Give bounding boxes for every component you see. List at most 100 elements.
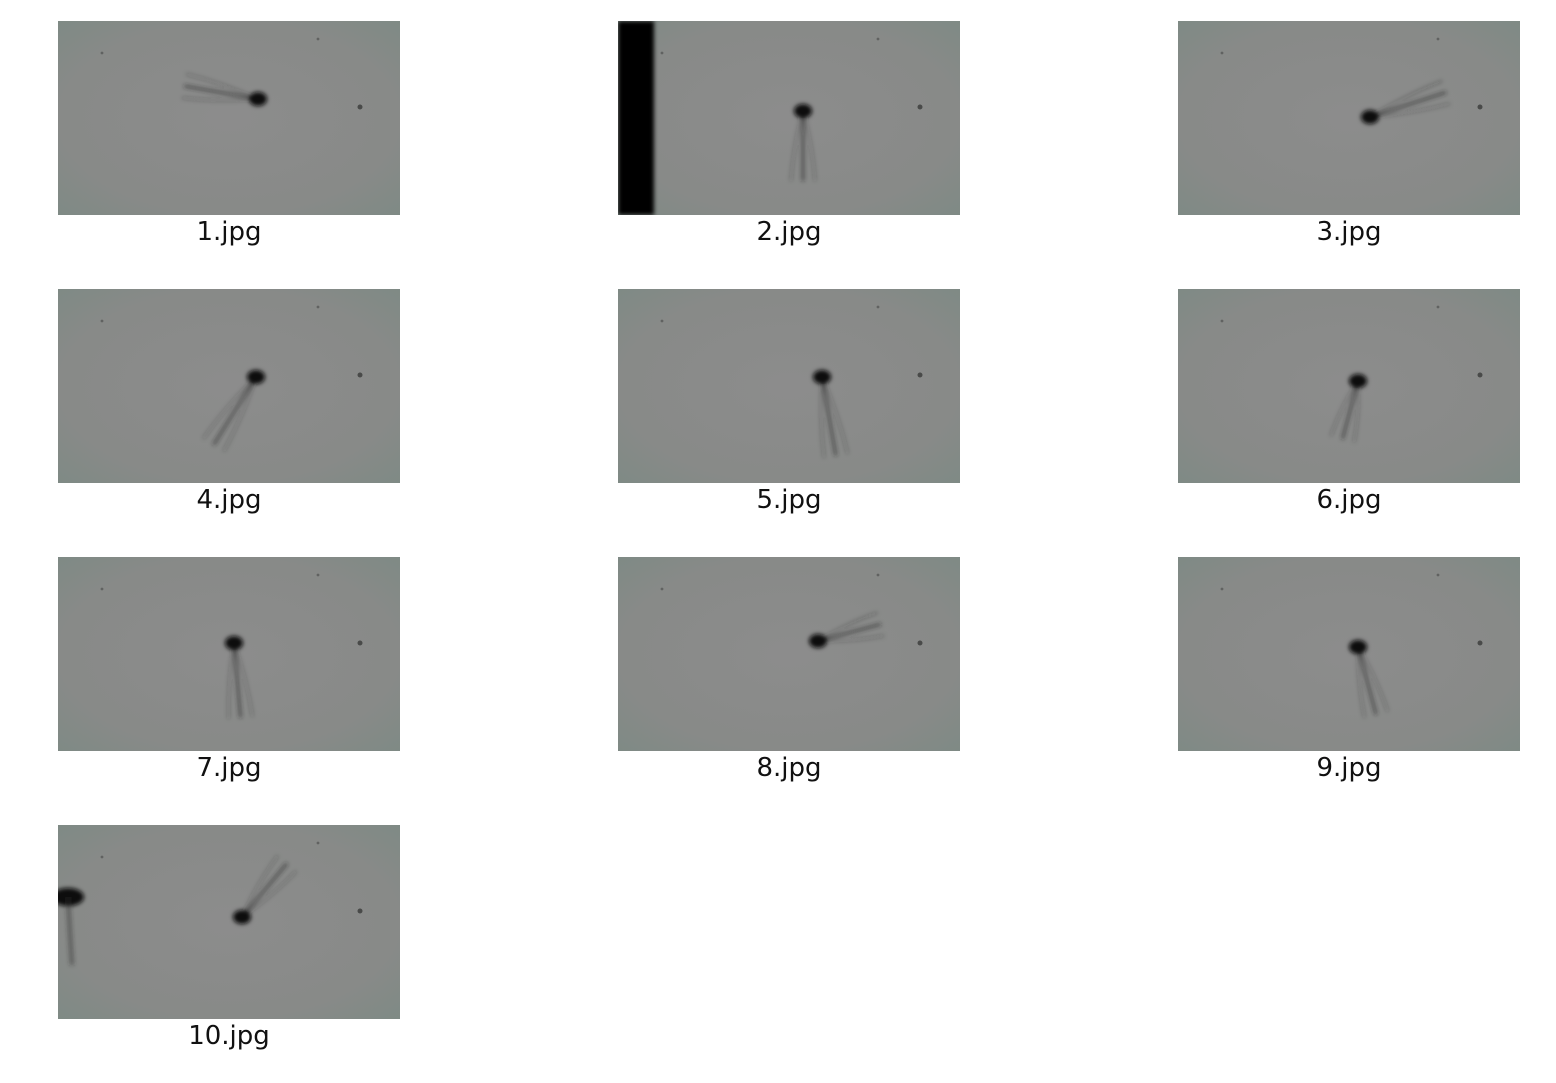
subject — [790, 104, 816, 182]
speck — [917, 640, 923, 646]
subject — [1361, 80, 1451, 124]
speck — [316, 841, 320, 845]
thumbnail-background — [58, 825, 400, 1019]
speck — [876, 37, 880, 41]
file-name-label[interactable]: 9.jpg — [1316, 753, 1382, 783]
thumbnail-picture — [1178, 21, 1520, 215]
speck — [357, 640, 363, 646]
file-name-label[interactable]: 3.jpg — [1316, 217, 1382, 247]
partial-subject — [58, 888, 84, 966]
subject-tail — [227, 642, 235, 719]
speck — [316, 37, 320, 41]
speck — [917, 104, 923, 110]
speck — [100, 855, 104, 859]
subject-head — [809, 634, 827, 648]
thumbnail-picture — [618, 289, 960, 483]
speck — [357, 104, 363, 110]
thumbnail-tile[interactable]: 6.jpg — [1178, 289, 1520, 529]
speck — [1477, 640, 1483, 646]
speck — [1436, 37, 1440, 41]
file-name-label[interactable]: 6.jpg — [1316, 485, 1382, 515]
dark-edge — [618, 21, 654, 215]
thumbnail-tile[interactable]: 8.jpg — [618, 557, 960, 797]
file-name-label[interactable]: 7.jpg — [196, 753, 262, 783]
thumbnail-image[interactable] — [1178, 21, 1520, 215]
thumbnail-tile[interactable]: 9.jpg — [1178, 557, 1520, 797]
speck — [876, 305, 880, 309]
speck — [100, 319, 104, 323]
speck — [1220, 587, 1224, 591]
file-name-label[interactable]: 8.jpg — [756, 753, 822, 783]
file-name-label[interactable]: 4.jpg — [196, 485, 262, 515]
subject-head — [1349, 374, 1367, 388]
thumbnail-image[interactable] — [618, 21, 960, 215]
file-name-label[interactable]: 10.jpg — [188, 1021, 270, 1051]
subject — [233, 855, 297, 924]
subject-head — [794, 104, 812, 118]
thumbnail-background — [618, 289, 960, 483]
thumbnail-image[interactable] — [58, 825, 400, 1019]
subject-head — [1349, 640, 1367, 654]
thumbnail-tile[interactable]: 10.jpg — [58, 825, 400, 1065]
speck — [660, 51, 664, 55]
speck — [100, 587, 104, 591]
subject — [1349, 640, 1389, 718]
thumbnail-image[interactable] — [58, 557, 400, 751]
subject-tail — [821, 376, 849, 454]
thumbnail-background — [58, 557, 400, 751]
subject — [813, 370, 849, 458]
thumbnail-image[interactable] — [58, 21, 400, 215]
thumbnail-picture — [58, 825, 400, 1019]
subject-tail — [820, 376, 838, 457]
thumbnail-background — [618, 21, 960, 215]
thumbnail-background — [58, 289, 400, 483]
subject — [202, 370, 265, 452]
speck — [1477, 372, 1483, 378]
subject-head — [1361, 110, 1379, 124]
speck — [917, 372, 923, 378]
thumbnail-image[interactable] — [618, 289, 960, 483]
subject-head — [247, 370, 265, 384]
thumbnail-image[interactable] — [1178, 557, 1520, 751]
thumbnail-picture — [58, 557, 400, 751]
thumbnail-image[interactable] — [1178, 289, 1520, 483]
speck — [1477, 104, 1483, 110]
file-name-label[interactable]: 2.jpg — [756, 217, 822, 247]
thumbnail-picture — [618, 557, 960, 751]
file-name-label[interactable]: 5.jpg — [756, 485, 822, 515]
subject — [809, 611, 885, 648]
thumbnail-tile[interactable]: 7.jpg — [58, 557, 400, 797]
subject-head — [233, 910, 251, 924]
thumbnail-tile[interactable]: 3.jpg — [1178, 21, 1520, 261]
speck — [1436, 573, 1440, 577]
thumbnail-picture — [58, 289, 400, 483]
subject — [1330, 374, 1367, 443]
subject-tail — [202, 376, 257, 440]
thumbnail-background — [1178, 289, 1520, 483]
speck — [316, 573, 320, 577]
thumbnail-tile[interactable]: 4.jpg — [58, 289, 400, 529]
file-name-label[interactable]: 1.jpg — [196, 217, 262, 247]
thumbnail-background — [1178, 557, 1520, 751]
subject-tail — [222, 376, 257, 452]
speck — [316, 305, 320, 309]
subject-head — [249, 92, 267, 106]
thumbnail-image[interactable] — [618, 557, 960, 751]
subject-tail — [820, 376, 825, 458]
speck — [1220, 51, 1224, 55]
thumbnail-tile[interactable]: 1.jpg — [58, 21, 400, 261]
speck — [1220, 319, 1224, 323]
subject — [225, 636, 254, 719]
speck — [100, 51, 104, 55]
speck — [357, 908, 363, 914]
speck — [660, 587, 664, 591]
thumbnail-image[interactable] — [58, 289, 400, 483]
thumbnail-background — [58, 21, 400, 215]
thumbnail-picture — [1178, 289, 1520, 483]
subject-tail — [233, 642, 254, 717]
speck — [1436, 305, 1440, 309]
thumbnail-tile[interactable]: 5.jpg — [618, 289, 960, 529]
thumbnail-tile[interactable]: 2.jpg — [618, 21, 960, 261]
subject-head — [225, 636, 243, 650]
speck — [660, 319, 664, 323]
